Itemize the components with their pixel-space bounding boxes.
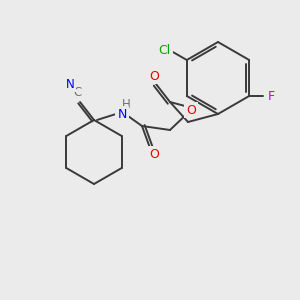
Text: F: F <box>268 89 275 103</box>
Text: O: O <box>149 148 159 160</box>
Text: N: N <box>66 77 74 91</box>
Text: H: H <box>122 98 130 110</box>
Text: O: O <box>186 103 196 116</box>
Text: C: C <box>73 86 81 100</box>
Text: Cl: Cl <box>159 44 171 56</box>
Text: N: N <box>117 107 127 121</box>
Text: O: O <box>149 70 159 83</box>
